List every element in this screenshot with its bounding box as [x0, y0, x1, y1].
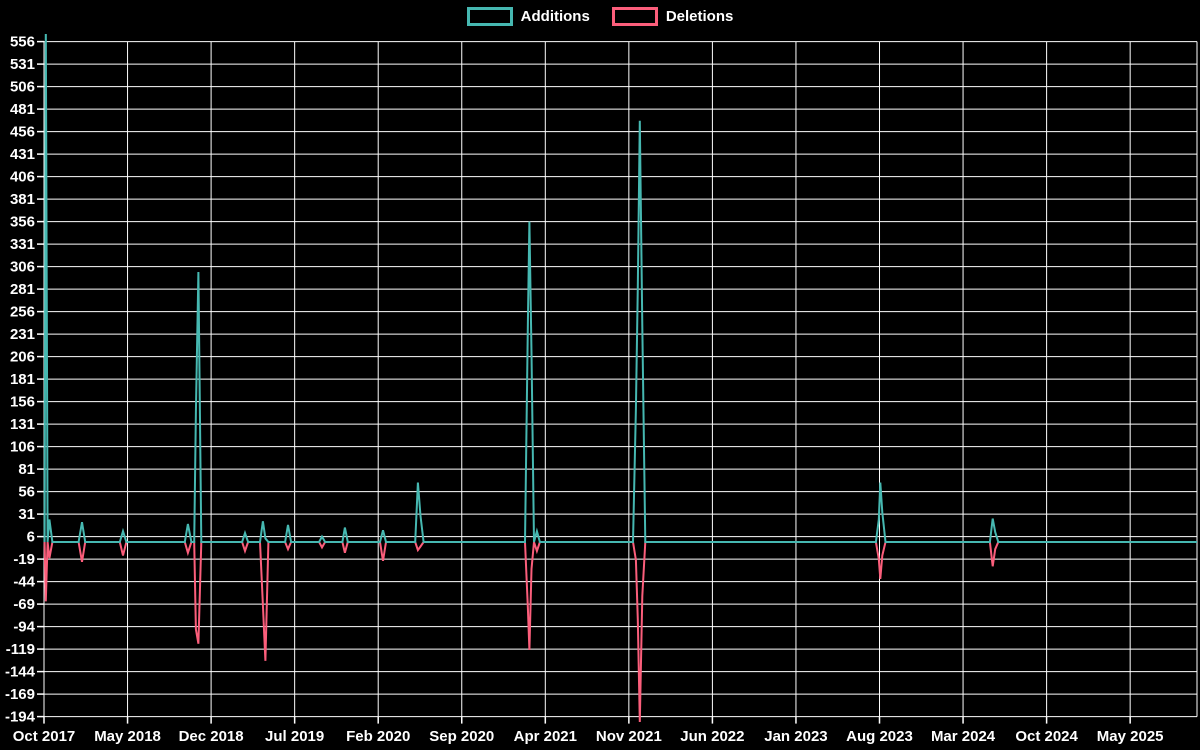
x-tick-label: Jan 2023: [764, 728, 827, 745]
x-tick-label: Apr 2021: [514, 728, 577, 745]
x-tick-label: Sep 2020: [429, 728, 494, 745]
y-tick-label: 381: [10, 191, 35, 208]
deletions-line: [43, 541, 1197, 723]
y-tick-label: -144: [5, 664, 36, 681]
y-tick-label: 56: [18, 484, 35, 501]
y-tick-label: 406: [10, 169, 35, 186]
y-tick-label: -94: [13, 619, 35, 636]
x-tick-label: Jul 2019: [265, 728, 324, 745]
y-tick-label: 31: [18, 506, 35, 523]
y-tick-label: -119: [6, 641, 35, 658]
y-tick-label: 6: [27, 529, 35, 546]
y-tick-label: -44: [13, 574, 35, 591]
y-tick-label: 131: [10, 416, 35, 433]
y-tick-label: 156: [10, 394, 35, 411]
x-tick-label: Dec 2018: [179, 728, 244, 745]
chart-legend: Additions Deletions: [0, 7, 1200, 26]
y-tick-label: -194: [5, 709, 36, 726]
x-tick-label: May 2025: [1097, 728, 1164, 745]
x-tick-label: Mar 2024: [931, 728, 996, 745]
additions-line: [43, 34, 1197, 543]
x-axis: Oct 2017 May 2018 Dec 2018 Jul 2019 Feb 2020…: [13, 41, 1198, 745]
y-tick-label: -69: [13, 596, 35, 613]
y-tick-label: 431: [10, 146, 35, 163]
y-tick-label: -169: [5, 686, 35, 703]
y-tick-label: 206: [10, 349, 35, 366]
additions-legend-label: Additions: [520, 8, 590, 25]
y-tick-label: -19: [13, 551, 35, 568]
y-tick-label: 356: [10, 214, 35, 231]
y-tick-label: 306: [10, 259, 35, 276]
y-tick-label: 506: [10, 79, 35, 96]
y-tick-label: 331: [10, 236, 35, 253]
x-tick-label: May 2018: [94, 728, 161, 745]
y-tick-label: 456: [10, 124, 35, 141]
legend-item-additions[interactable]: Additions: [466, 7, 590, 26]
y-tick-label: 231: [10, 326, 35, 343]
y-tick-label: 556: [10, 34, 35, 51]
x-tick-label: Oct 2024: [1015, 728, 1078, 745]
x-tick-label: Jun 2022: [680, 728, 744, 745]
deletions-legend-swatch: [611, 7, 658, 26]
series-group: [43, 34, 1197, 723]
y-tick-label: 181: [10, 371, 35, 388]
additions-legend-swatch: [466, 7, 513, 26]
x-tick-label: Feb 2020: [346, 728, 410, 745]
y-tick-label: 531: [10, 56, 35, 73]
x-tick-label: Oct 2017: [13, 728, 76, 745]
y-tick-label: 106: [10, 439, 35, 456]
deletions-legend-label: Deletions: [665, 8, 734, 25]
legend-item-deletions[interactable]: Deletions: [611, 7, 734, 26]
y-tick-label: 81: [18, 461, 35, 478]
y-axis: 556 531 506 481 456 431 406 381 356 331 306 281 256 2…: [5, 34, 1197, 726]
x-tick-label: Aug 2023: [846, 728, 913, 745]
y-tick-label: 481: [10, 101, 35, 118]
y-tick-label: 281: [10, 281, 35, 298]
x-tick-label: Nov 2021: [596, 728, 662, 745]
y-tick-label: 256: [10, 304, 35, 321]
